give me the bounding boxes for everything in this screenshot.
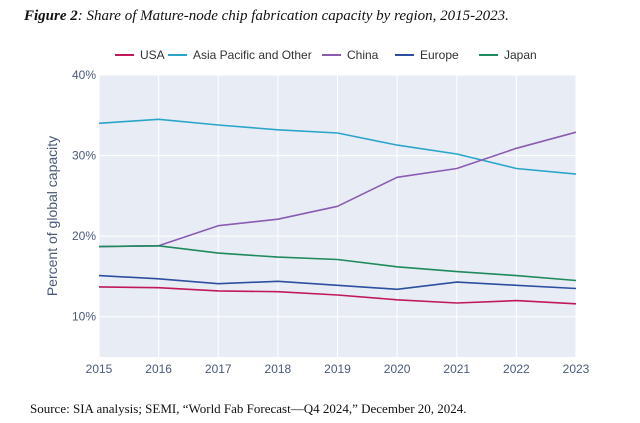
grid [98, 74, 577, 357]
series-line-usa [98, 286, 577, 305]
series-line-japan [98, 245, 577, 282]
figure-title: Figure 2: Share of Mature-node chip fabr… [24, 8, 509, 25]
series-line-china [98, 131, 577, 248]
x-tick-label: 2016 [145, 362, 172, 376]
legend-label-japan: Japan [504, 48, 537, 62]
figure-caption: : Share of Mature-node chip fabrication … [77, 8, 509, 24]
x-tick-label: 2020 [384, 362, 411, 376]
x-tick-label: 2015 [86, 362, 113, 376]
x-tick-label: 2017 [205, 362, 232, 376]
legend-label-europe: Europe [420, 48, 459, 62]
y-tick-label: 10% [72, 310, 96, 324]
series-line-asia-pacific-and-other [98, 118, 577, 175]
x-tick-label: 2021 [443, 362, 470, 376]
y-tick-label: 20% [72, 229, 96, 243]
line-chart: 10% 20% 30% 40% 2015 2016 2017 2018 2019 2020 202… [44, 48, 590, 376]
legend: USA Asia Pacific and Other China Europe Japa… [115, 48, 537, 62]
x-tick-label: 2023 [563, 362, 590, 376]
x-tick-label: 2018 [265, 362, 292, 376]
legend-label-asia-pacific-and-other: Asia Pacific and Other [193, 48, 312, 62]
y-axis-label: Percent of global capacity [44, 136, 60, 296]
legend-label-usa: USA [140, 48, 165, 62]
legend-label-china: China [347, 48, 379, 62]
source-note: Source: SIA analysis; SEMI, “World Fab F… [30, 401, 467, 416]
y-tick-label: 40% [72, 68, 96, 82]
series-line-europe [98, 274, 577, 291]
x-tick-label: 2022 [503, 362, 530, 376]
y-tick-label: 30% [72, 149, 96, 163]
x-tick-label: 2019 [324, 362, 351, 376]
x-axis-ticks: 2015 2016 2017 2018 2019 2020 2021 2022 2023 [86, 362, 590, 376]
series-lines [98, 118, 577, 305]
y-axis-ticks: 10% 20% 30% 40% [72, 68, 96, 324]
figure-label: Figure 2 [24, 8, 78, 24]
